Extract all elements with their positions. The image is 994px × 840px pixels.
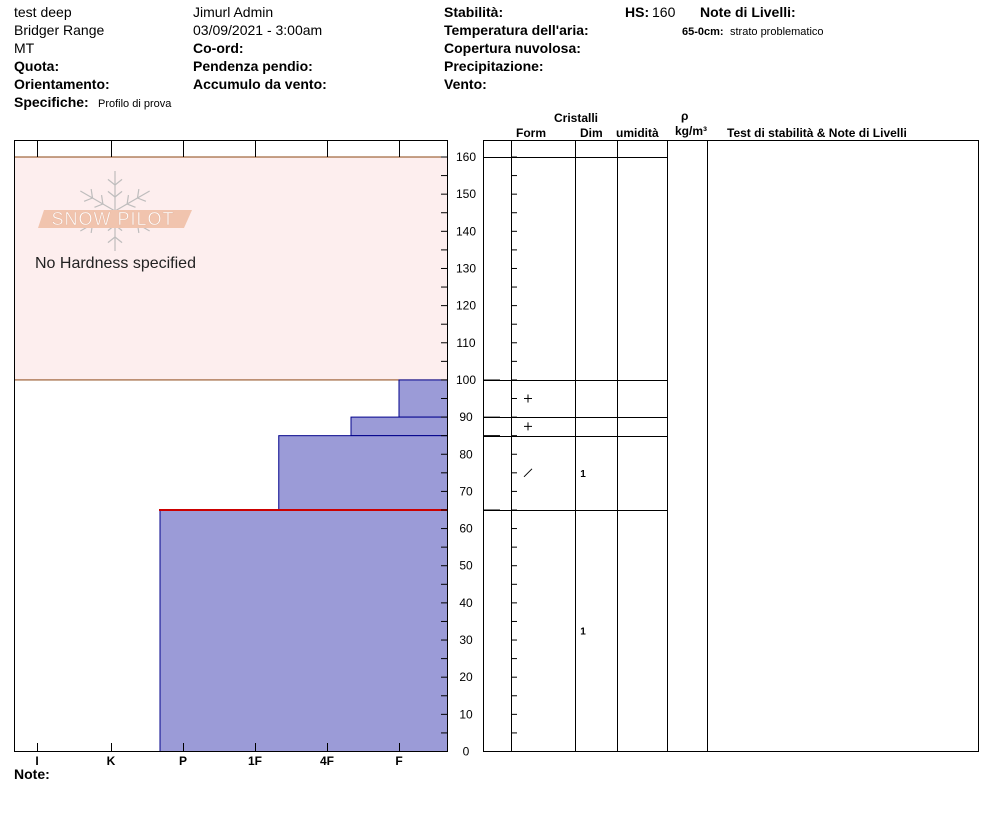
depth-label: 160	[456, 150, 476, 164]
depth-label: 90	[459, 410, 473, 424]
depth-label: 30	[459, 633, 473, 647]
depth-label: 110	[456, 336, 475, 350]
datetime: 03/09/2021 - 3:00am	[193, 22, 323, 38]
snowpilot-watermark: SNOW PILOT	[38, 171, 192, 251]
grain-size-label: 1	[580, 627, 586, 638]
hardness-label: I	[35, 754, 38, 768]
state: MT	[14, 40, 35, 56]
snowflake-branch	[107, 190, 116, 198]
depth-axis-labels: 0 10 20 30 40 50 60 70 80 90 100 110 120 130 140 150 160	[456, 150, 476, 759]
depth-label: 120	[456, 299, 476, 313]
note-label: Note:	[14, 766, 50, 782]
snowflake-branch	[137, 197, 147, 202]
depth-label: 40	[459, 596, 473, 610]
specifiche-value: Profilo di prova	[98, 98, 172, 110]
snowflake-branch	[136, 189, 140, 199]
vento-label: Vento:	[444, 76, 487, 92]
temperatura-label: Temperatura dell'aria:	[444, 22, 589, 38]
layer-table-frame	[483, 140, 979, 752]
specifiche-label: Specifiche:	[14, 94, 89, 110]
layer-table-columns	[511, 140, 708, 752]
depth-label: 140	[456, 224, 476, 238]
accumulo-label: Accumulo da vento:	[193, 76, 327, 92]
watermark-banner	[38, 210, 192, 228]
depth-axis-ticks	[441, 156, 517, 752]
no-hardness-label: No Hardness specified	[35, 255, 196, 272]
snowflake-branch	[90, 189, 94, 199]
stabilita-label: Stabilità:	[444, 4, 504, 20]
orientamento-label: Orientamento:	[14, 76, 110, 92]
depth-label: 20	[459, 670, 473, 684]
hardness-frame	[14, 140, 448, 752]
snowflake-branch	[114, 190, 123, 198]
hardness-axis-ticks	[37, 140, 400, 752]
depth-label: 150	[456, 187, 476, 201]
snowflake-branch	[107, 236, 116, 244]
depth-label: 70	[459, 484, 473, 498]
cristalli-header: Cristalli	[554, 111, 599, 125]
snowflake-branch	[83, 197, 93, 202]
mountain-range: Bridger Range	[14, 22, 105, 38]
rho-header: ρ	[681, 109, 689, 123]
observer: Jimurl Admin	[193, 4, 274, 20]
depth-label: 60	[459, 522, 473, 536]
hs-value: 160	[652, 4, 676, 20]
depth-label: 100	[456, 373, 476, 387]
snowflake-branch	[126, 195, 130, 205]
hs-label: HS:	[625, 4, 650, 20]
layer-bar	[278, 435, 449, 511]
grain-form-symbols	[523, 394, 533, 478]
precipitazione-label: Precipitazione:	[444, 58, 544, 74]
snowflake-arm	[114, 190, 150, 212]
layer-bar	[350, 416, 448, 437]
tests-header: Test di stabilità & Note di Livelli	[727, 126, 907, 140]
note-livelli-label: Note di Livelli:	[700, 4, 796, 20]
hardness-label: F	[395, 754, 402, 768]
quota-label: Quota:	[14, 58, 60, 74]
hardness-label: P	[179, 754, 187, 768]
pendenza-label: Pendenza pendio:	[193, 58, 313, 74]
depth-label: 130	[456, 261, 476, 275]
dim-header: Dim	[580, 126, 603, 140]
snowflake-arm	[80, 190, 116, 212]
hardness-label: 1F	[248, 754, 262, 768]
depth-label: 50	[459, 559, 473, 573]
coord-label: Co-ord:	[193, 40, 244, 56]
layer-bar	[159, 509, 448, 752]
depth-label: 0	[463, 745, 470, 759]
watermark-text: SNOW PILOT	[51, 209, 174, 229]
snowflake-branch	[107, 178, 116, 186]
grain-size-label: 1	[580, 469, 586, 480]
snowflake-branch	[100, 195, 104, 205]
depth-label: 80	[459, 447, 473, 461]
umidita-header: umidità	[616, 126, 659, 140]
copertura-label: Copertura nuvolosa:	[444, 40, 581, 56]
note-layer-text: strato problematico	[730, 26, 824, 38]
grain-size-labels: 11	[580, 469, 586, 638]
form-header: Form	[516, 126, 546, 140]
hardness-label: 4F	[320, 754, 334, 768]
snowflake-branch	[114, 236, 123, 244]
note-layer-depth: 65-0cm:	[682, 26, 724, 38]
snowflake-branch	[114, 178, 123, 186]
pit-name: test deep	[14, 4, 72, 20]
hardness-axis-labels: I K P 1F 4F F	[35, 754, 402, 768]
hardness-label: K	[107, 754, 116, 768]
hardness-layers	[14, 156, 449, 752]
layer-bar	[398, 379, 448, 418]
snowflake-branch	[94, 203, 104, 208]
snowflake-branch	[126, 203, 136, 208]
density-unit-header: kg/m³	[675, 124, 708, 138]
depth-label: 10	[459, 707, 473, 721]
grain-form-slash	[523, 468, 533, 478]
